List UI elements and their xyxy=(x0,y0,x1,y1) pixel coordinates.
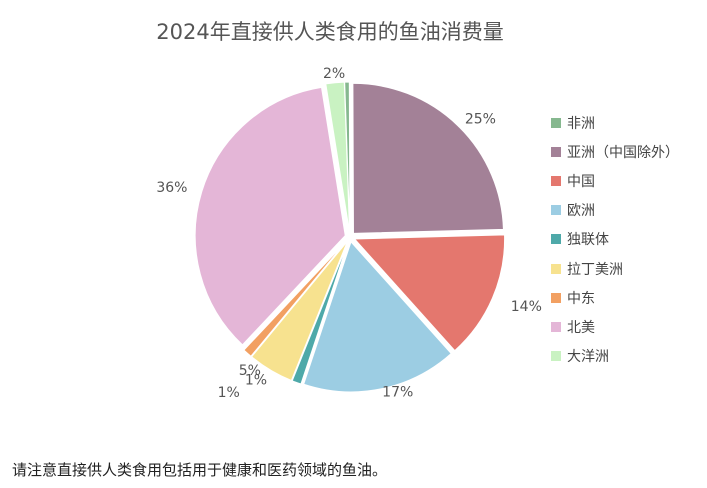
legend-swatch xyxy=(551,292,561,303)
legend-item[interactable]: 北美 xyxy=(551,312,679,341)
pie-slices xyxy=(194,81,506,393)
legend-item[interactable]: 大洋洲 xyxy=(551,342,679,371)
pie-labels: 25%14%17%1%5%1%36%2% xyxy=(156,66,542,401)
legend-label: 欧洲 xyxy=(567,203,595,220)
legend-item[interactable]: 中国 xyxy=(551,166,679,195)
legend-item[interactable]: 欧洲 xyxy=(551,196,679,225)
pie-slice-8 xyxy=(194,86,346,346)
legend-label: 非洲 xyxy=(567,115,595,132)
legend-item[interactable]: 拉丁美洲 xyxy=(551,254,679,283)
legend-item[interactable]: 非洲 xyxy=(551,108,679,137)
legend-label: 亚洲（中国除外） xyxy=(567,144,679,161)
legend-swatch xyxy=(551,234,561,245)
legend-item[interactable]: 独联体 xyxy=(551,225,679,254)
slice-label-9: 2% xyxy=(323,66,345,82)
legend-label: 中东 xyxy=(567,290,595,307)
legend-label: 北美 xyxy=(567,319,595,336)
legend-swatch xyxy=(551,321,561,332)
legend-item[interactable]: 中东 xyxy=(551,283,679,312)
legend-swatch xyxy=(551,175,561,186)
slice-label-5: 1% xyxy=(245,373,267,389)
legend: 非洲亚洲（中国除外） 中国欧洲独联体拉丁美洲中东北美大洋洲 xyxy=(551,108,679,371)
slice-label-2: 25% xyxy=(465,112,496,128)
pie-slice-2 xyxy=(352,82,504,234)
pie-slice-6 xyxy=(250,240,348,382)
pie-slice-3 xyxy=(353,234,506,352)
pie-slice-9 xyxy=(325,81,351,233)
legend-swatch xyxy=(551,205,561,216)
slice-label-4: 17% xyxy=(382,385,413,401)
slice-label-7: 1% xyxy=(218,385,240,401)
pie-slice-4 xyxy=(303,240,452,393)
slice-label-6: 5% xyxy=(239,363,261,379)
legend-label: 中国 xyxy=(567,173,595,190)
legend-label: 拉丁美洲 xyxy=(567,261,623,278)
legend-label: 独联体 xyxy=(567,232,609,249)
pie-chart: 25%14%17%1%5%1%36%2% xyxy=(156,66,542,401)
legend-swatch xyxy=(551,263,561,274)
legend-swatch xyxy=(551,117,561,128)
pie-slice-7 xyxy=(243,240,348,357)
legend-item[interactable]: 亚洲（中国除外） xyxy=(551,137,679,166)
pie-slice-5 xyxy=(291,241,349,385)
footnote: 请注意直接供人类食用包括用于健康和医药领域的鱼油。 xyxy=(12,461,388,479)
slice-label-8: 36% xyxy=(156,180,187,196)
slice-label-3: 14% xyxy=(511,299,542,315)
chart-title: 2024年直接供人类食用的鱼油消费量 xyxy=(156,20,504,44)
legend-swatch xyxy=(551,146,561,157)
legend-swatch xyxy=(551,351,561,362)
legend-label: 大洋洲 xyxy=(567,349,609,366)
